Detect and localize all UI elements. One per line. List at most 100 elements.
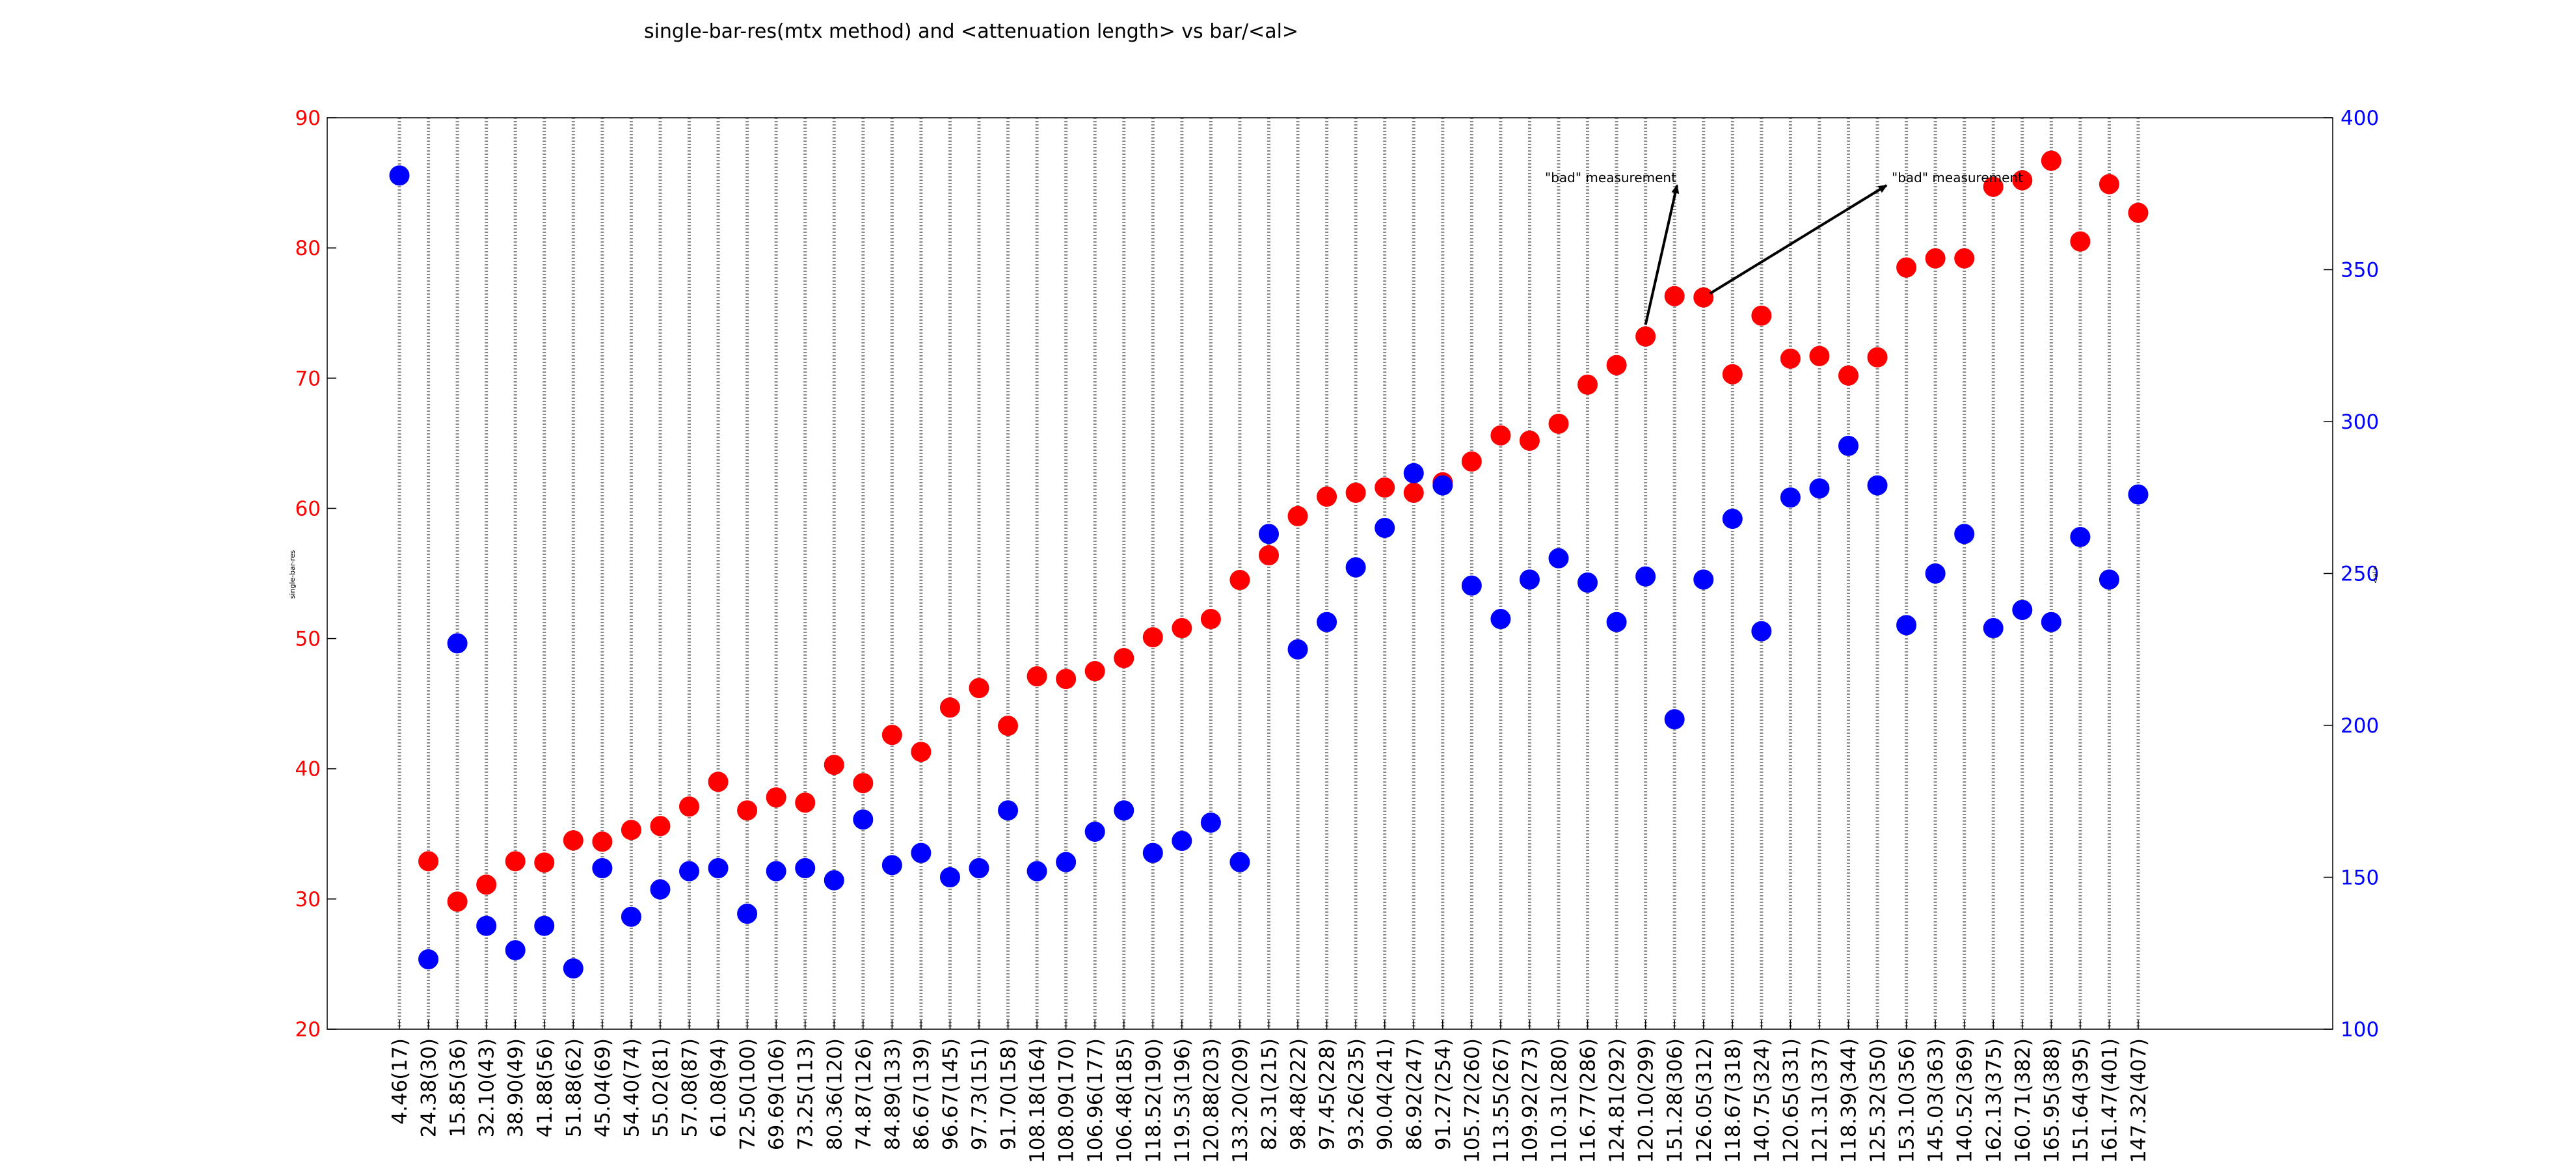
blue-point: [592, 857, 613, 878]
x-tick-label: 118.67(318): [1721, 1038, 1745, 1163]
x-tick-label: 51.88(62): [562, 1038, 585, 1137]
x-tick-label: 106.96(177): [1084, 1038, 1107, 1163]
red-point: [1664, 286, 1685, 306]
red-point: [1026, 666, 1047, 687]
blue-point: [1056, 852, 1077, 872]
x-tick-label: 147.32(407): [2127, 1038, 2151, 1163]
x-tick-label: 165.95(388): [2040, 1038, 2063, 1163]
red-point: [2128, 202, 2149, 223]
red-point: [1838, 365, 1858, 386]
x-tick-label: 140.75(324): [1751, 1038, 1774, 1163]
blue-point: [1577, 572, 1598, 593]
x-tick-label: 106.48(185): [1113, 1038, 1136, 1163]
annotation-arrow: [1709, 184, 1888, 295]
red-point: [911, 742, 932, 762]
x-tick-label: 118.39(344): [1838, 1038, 1861, 1163]
left-tick-label: 80: [295, 237, 321, 260]
x-tick-label: 151.28(306): [1663, 1038, 1687, 1163]
x-tick-label: 90.04(241): [1374, 1038, 1397, 1150]
red-point: [1229, 570, 1250, 591]
blue-point: [1084, 821, 1105, 842]
red-point: [1403, 482, 1424, 503]
left-tick-label: 90: [295, 107, 321, 130]
left-tick-label: 70: [295, 367, 321, 390]
red-point: [1142, 627, 1163, 648]
annotation-text: "bad" measurement: [1892, 170, 2023, 185]
blue-point: [1896, 615, 1917, 636]
red-point: [1577, 374, 1598, 395]
annotation-text: "bad" measurement: [1545, 170, 1676, 185]
x-tick-label: 105.72(260): [1460, 1038, 1484, 1163]
blue-point: [476, 915, 497, 936]
blue-point: [1461, 575, 1482, 596]
blue-point: [969, 857, 989, 878]
blue-point: [621, 906, 641, 927]
x-tick-label: 145.03(363): [1924, 1038, 1948, 1163]
red-point: [1056, 669, 1077, 690]
blue-point: [853, 809, 874, 830]
blue-point: [998, 800, 1019, 821]
x-tick-label: 120.88(203): [1200, 1038, 1223, 1163]
blue-point: [1114, 800, 1134, 821]
red-point: [2099, 174, 2119, 195]
x-tick-label: 91.27(254): [1432, 1038, 1455, 1150]
blue-point: [824, 870, 844, 891]
red-point: [1548, 413, 1569, 434]
red-point: [476, 874, 497, 895]
blue-point: [1635, 566, 1656, 587]
x-tick-label: 160.71(382): [2011, 1038, 2035, 1163]
left-tick-label: 20: [295, 1018, 321, 1042]
blue-point: [737, 904, 758, 924]
x-tick-label: 125.32(350): [1866, 1038, 1890, 1163]
x-tick-label: 153.10(356): [1896, 1038, 1919, 1163]
chart-title: single-bar-res(mtx method) and <attenuat…: [644, 20, 1298, 43]
blue-point: [2070, 526, 2091, 547]
right-tick-label: 350: [2341, 259, 2379, 282]
blue-point: [1490, 609, 1511, 630]
x-tick-label: 161.47(401): [2098, 1038, 2121, 1163]
x-tick-label: 54.40(74): [620, 1038, 643, 1137]
right-tick-label: 200: [2341, 714, 2379, 738]
x-tick-label: 84.89(133): [881, 1038, 904, 1150]
red-point: [708, 772, 729, 792]
blue-point: [1780, 487, 1801, 508]
right-tick-label: 250: [2341, 563, 2379, 586]
blue-point: [1722, 508, 1743, 529]
red-point: [1287, 505, 1308, 526]
x-tick-label: 32.10(43): [476, 1038, 499, 1137]
left-tick-label: 60: [295, 497, 321, 520]
red-point: [1693, 287, 1714, 308]
blue-point: [1432, 475, 1453, 496]
blue-point: [1983, 618, 2004, 639]
x-tick-label: 4.46(17): [388, 1038, 412, 1125]
blue-point: [1954, 524, 1975, 545]
x-tick-label: 41.88(56): [533, 1038, 557, 1137]
blue-point: [939, 867, 960, 887]
red-point: [2041, 150, 2061, 171]
x-tick-label: 110.31(280): [1548, 1038, 1571, 1163]
red-point: [1722, 364, 1743, 384]
blue-point: [708, 857, 729, 878]
x-tick-label: 113.55(267): [1490, 1038, 1513, 1163]
red-point: [1519, 430, 1540, 451]
blue-point: [1867, 475, 1888, 496]
blue-point: [1751, 621, 1772, 641]
blue-point: [1403, 463, 1424, 483]
marks-layer: [389, 150, 2149, 979]
axes-layer: 20 30 40 50 60 70 80 90 100 150 200 250 300 350 400 sin…: [288, 107, 2380, 1163]
left-tick-label: 50: [295, 628, 321, 651]
blue-point: [1200, 812, 1221, 833]
x-tick-label: 57.08(87): [678, 1038, 702, 1137]
red-point: [853, 773, 874, 794]
x-tick-label: 121.31(337): [1808, 1038, 1832, 1163]
red-point: [1780, 348, 1801, 369]
right-axis-label: <al>: [2371, 565, 2380, 584]
annotation-layer: "bad" measurement "bad" measurement: [1545, 170, 2023, 325]
red-point: [766, 787, 786, 808]
red-point: [1259, 545, 1279, 565]
blue-point: [563, 958, 584, 979]
red-point: [592, 831, 613, 852]
red-point: [1490, 425, 1511, 446]
red-point: [563, 830, 584, 851]
